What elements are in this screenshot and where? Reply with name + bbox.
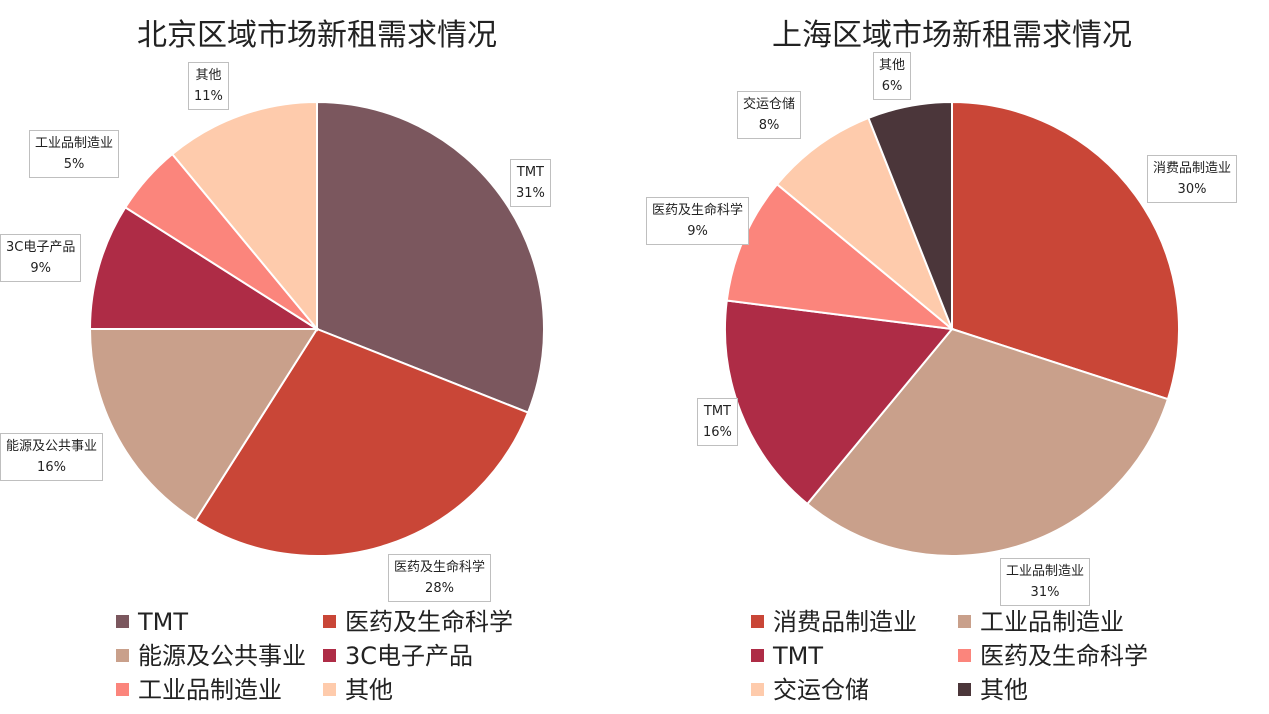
beijing-legend: TMT 医药及生命科学 能源及公共事业 3C电子产品 工业品制造业 其他 bbox=[0, 604, 634, 714]
callout-value: 28% bbox=[425, 581, 454, 596]
callout-value: 16% bbox=[703, 425, 732, 440]
legend-label: 工业品制造业 bbox=[980, 608, 1124, 636]
beijing-pie-chart bbox=[88, 100, 545, 557]
shanghai-pie-slice-6 bbox=[867, 100, 953, 330]
callout-value: 5% bbox=[63, 157, 85, 172]
legend-label: 工业品制造业 bbox=[138, 676, 282, 704]
callout-value: 11% bbox=[194, 89, 223, 104]
shanghai-pie-slice-1 bbox=[951, 100, 1180, 401]
shanghai-callout-consumer: 消费品制造业 30% bbox=[1147, 155, 1238, 203]
legend-item: TMT bbox=[116, 606, 188, 638]
beijing-callout-industrial: 工业品制造业 5% bbox=[29, 130, 120, 178]
beijing-pie-slice-1 bbox=[316, 100, 545, 414]
callout-label: TMT bbox=[703, 404, 731, 419]
legend-item: 医药及生命科学 bbox=[323, 606, 513, 638]
shanghai-pie-slice-3 bbox=[724, 299, 954, 506]
beijing-pie-slice-3 bbox=[88, 328, 319, 523]
legend-item: 3C电子产品 bbox=[323, 640, 473, 672]
shanghai-legend: 消费品制造业 工业品制造业 TMT 医药及生命科学 交运仓储 其他 bbox=[635, 604, 1269, 714]
callout-value: 30% bbox=[1177, 182, 1207, 197]
callout-value: 9% bbox=[687, 224, 708, 239]
legend-label: 其他 bbox=[345, 676, 393, 704]
callout-label: 工业品制造业 bbox=[35, 136, 114, 151]
beijing-pie-slice-4 bbox=[88, 205, 321, 330]
legend-item: 医药及生命科学 bbox=[958, 640, 1148, 672]
legend-item: 工业品制造业 bbox=[958, 606, 1124, 638]
legend-swatch bbox=[116, 614, 129, 628]
beijing-callout-3c: 3C电子产品 9% bbox=[0, 234, 82, 282]
legend-label: 交运仓储 bbox=[773, 676, 869, 704]
callout-label: 其他 bbox=[879, 58, 906, 73]
beijing-pie-slice-6 bbox=[170, 100, 318, 332]
legend-item: 工业品制造业 bbox=[116, 674, 282, 706]
beijing-pie-slice-2 bbox=[193, 327, 530, 557]
legend-label: 消费品制造业 bbox=[773, 608, 917, 636]
legend-label: 其他 bbox=[980, 676, 1028, 704]
legend-swatch bbox=[116, 648, 129, 662]
legend-swatch bbox=[323, 648, 336, 662]
callout-label: 交运仓储 bbox=[743, 97, 796, 112]
legend-label: 能源及公共事业 bbox=[138, 642, 306, 670]
legend-swatch bbox=[116, 682, 129, 696]
shanghai-chart-title: 上海区域市场新租需求情况 bbox=[772, 18, 1132, 53]
callout-value: 9% bbox=[30, 261, 51, 276]
callout-value: 16% bbox=[37, 460, 66, 475]
callout-value: 31% bbox=[516, 186, 545, 201]
beijing-callout-pharma: 医药及生命科学 28% bbox=[388, 554, 492, 602]
beijing-callout-other: 其他 11% bbox=[188, 62, 229, 110]
legend-swatch bbox=[323, 682, 336, 696]
legend-swatch bbox=[958, 614, 971, 628]
shanghai-callout-logistics: 交运仓储 8% bbox=[737, 91, 802, 139]
callout-label: 消费品制造业 bbox=[1153, 161, 1232, 176]
legend-swatch bbox=[751, 648, 764, 662]
legend-item: 其他 bbox=[958, 674, 1028, 706]
legend-item: 能源及公共事业 bbox=[116, 640, 306, 672]
callout-label: 其他 bbox=[195, 68, 222, 83]
callout-label: 工业品制造业 bbox=[1006, 564, 1085, 579]
shanghai-callout-tmt: TMT 16% bbox=[697, 398, 738, 446]
beijing-callout-tmt: TMT 31% bbox=[510, 159, 551, 207]
beijing-chart-panel: 北京区域市场新租需求情况 其他 11% TMT 31% 工业品制造业 5% 3C… bbox=[0, 0, 634, 714]
callout-value: 31% bbox=[1030, 585, 1060, 600]
legend-swatch bbox=[751, 682, 764, 696]
beijing-callout-energy: 能源及公共事业 16% bbox=[0, 433, 104, 481]
callout-label: 能源及公共事业 bbox=[6, 439, 98, 454]
legend-item: 其他 bbox=[323, 674, 393, 706]
legend-label: TMT bbox=[138, 608, 189, 636]
shanghai-callout-pharma: 医药及生命科学 9% bbox=[646, 197, 750, 245]
legend-label: 医药及生命科学 bbox=[980, 642, 1148, 670]
shanghai-chart-panel: 上海区域市场新租需求情况 其他 6% 交运仓储 8% 医药及生命科学 9% 消费… bbox=[635, 0, 1269, 714]
callout-label: 医药及生命科学 bbox=[652, 203, 744, 218]
shanghai-pie-chart bbox=[724, 100, 1180, 557]
shanghai-callout-industrial: 工业品制造业 31% bbox=[1000, 558, 1091, 606]
shanghai-pie-slice-5 bbox=[775, 116, 953, 330]
legend-swatch bbox=[751, 614, 764, 628]
legend-item: 消费品制造业 bbox=[751, 606, 917, 638]
callout-value: 6% bbox=[881, 79, 903, 94]
legend-label: TMT bbox=[773, 642, 824, 670]
callout-label: 3C电子产品 bbox=[6, 240, 76, 255]
legend-item: 交运仓储 bbox=[751, 674, 869, 706]
beijing-chart-title: 北京区域市场新租需求情况 bbox=[137, 18, 497, 53]
callout-label: TMT bbox=[516, 165, 544, 180]
legend-label: 医药及生命科学 bbox=[345, 608, 513, 636]
callout-value: 8% bbox=[758, 118, 780, 133]
callout-label: 医药及生命科学 bbox=[394, 560, 486, 575]
legend-swatch bbox=[958, 682, 971, 696]
shanghai-callout-other: 其他 6% bbox=[873, 52, 912, 100]
legend-swatch bbox=[323, 614, 336, 628]
shanghai-pie-slice-2 bbox=[805, 327, 1170, 557]
legend-swatch bbox=[958, 648, 971, 662]
legend-label: 3C电子产品 bbox=[345, 642, 474, 670]
legend-item: TMT bbox=[751, 640, 823, 672]
